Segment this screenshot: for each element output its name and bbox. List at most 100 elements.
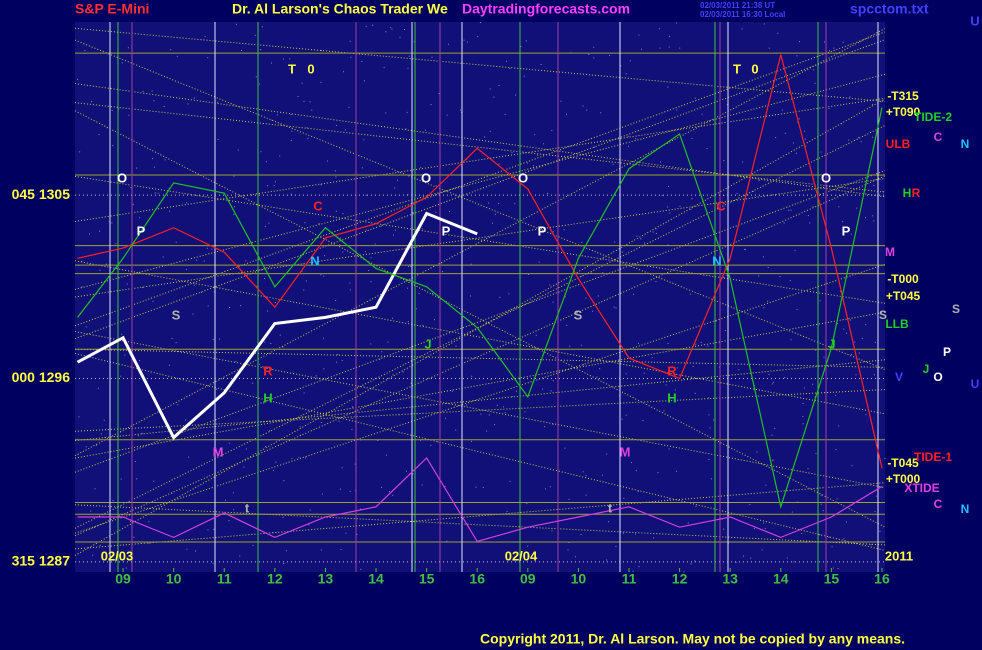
speckle [311,109,313,111]
x-tick-label: 10 [166,571,182,587]
speckle [390,27,392,29]
speckle [822,510,824,512]
speckle [213,528,215,530]
speckle [743,555,745,557]
speckle [383,67,385,69]
speckle [335,176,337,178]
annotation: N [961,137,970,151]
speckle [421,228,423,230]
speckle [865,414,867,416]
speckle [679,205,681,207]
speckle [715,320,717,322]
speckle [323,368,325,370]
annotation: T [733,61,741,76]
speckle [406,111,408,113]
speckle [544,488,546,490]
speckle [111,222,113,224]
speckle [874,341,876,343]
speckle [204,36,206,38]
annotation: R [912,186,921,200]
speckle [81,260,83,262]
speckle [229,307,231,309]
speckle [394,187,396,189]
x-tick-label: 14 [773,571,789,587]
speckle [735,561,737,563]
speckle [78,416,80,418]
speckle [130,520,132,522]
speckle [669,35,671,37]
speckle [361,61,363,63]
annotation: P [943,345,951,359]
speckle [360,508,362,510]
speckle [524,411,526,413]
speckle [232,492,234,494]
speckle [504,412,506,414]
speckle [263,402,265,404]
speckle [94,488,96,490]
speckle [590,272,592,274]
speckle [655,232,657,234]
speckle [365,229,367,231]
speckle [874,511,876,513]
speckle [95,444,97,446]
speckle [819,534,821,536]
speckle [430,444,432,446]
speckle [217,101,219,103]
speckle [552,231,554,233]
speckle [259,363,261,365]
speckle [211,248,213,250]
speckle [442,271,444,273]
annotation: N [310,253,319,268]
speckle [163,106,165,108]
speckle [98,134,100,136]
speckle [283,480,285,482]
speckle [252,382,254,384]
speckle [377,439,379,441]
speckle [133,536,135,538]
speckle [781,109,783,111]
speckle [726,104,728,106]
speckle [120,478,122,480]
speckle [112,144,114,146]
x-tick-label: 15 [419,571,435,587]
speckle [679,47,681,49]
annotation: C [313,198,323,213]
speckle [480,413,482,415]
speckle [491,222,493,224]
speckle [335,299,337,301]
speckle [387,341,389,343]
speckle [849,96,851,98]
speckle [297,95,299,97]
speckle [814,82,816,84]
speckle [788,209,790,211]
speckle [828,536,830,538]
series-line [77,456,883,543]
speckle [742,161,744,163]
speckle [339,237,341,239]
speckle [279,155,281,157]
speckle [694,560,696,562]
speckle [365,25,367,27]
decoration-line [74,263,886,534]
speckle [779,276,781,278]
speckle [752,190,754,192]
x-tick-label: 09 [115,571,131,587]
speckle [511,396,513,398]
speckle [233,206,235,208]
speckle [653,537,655,539]
speckle [494,213,496,215]
speckle [307,137,309,139]
x-tick-label: 16 [874,571,890,587]
speckle [212,562,214,564]
speckle [407,321,409,323]
speckle [620,65,622,67]
speckle [858,352,860,354]
speckle [756,451,758,453]
annotation: 02/03 [101,548,134,563]
speckle [459,109,461,111]
speckle [667,185,669,187]
speckle [768,373,770,375]
speckle [845,521,847,523]
market: S&P E-Mini [75,1,149,17]
speckle [849,319,851,321]
